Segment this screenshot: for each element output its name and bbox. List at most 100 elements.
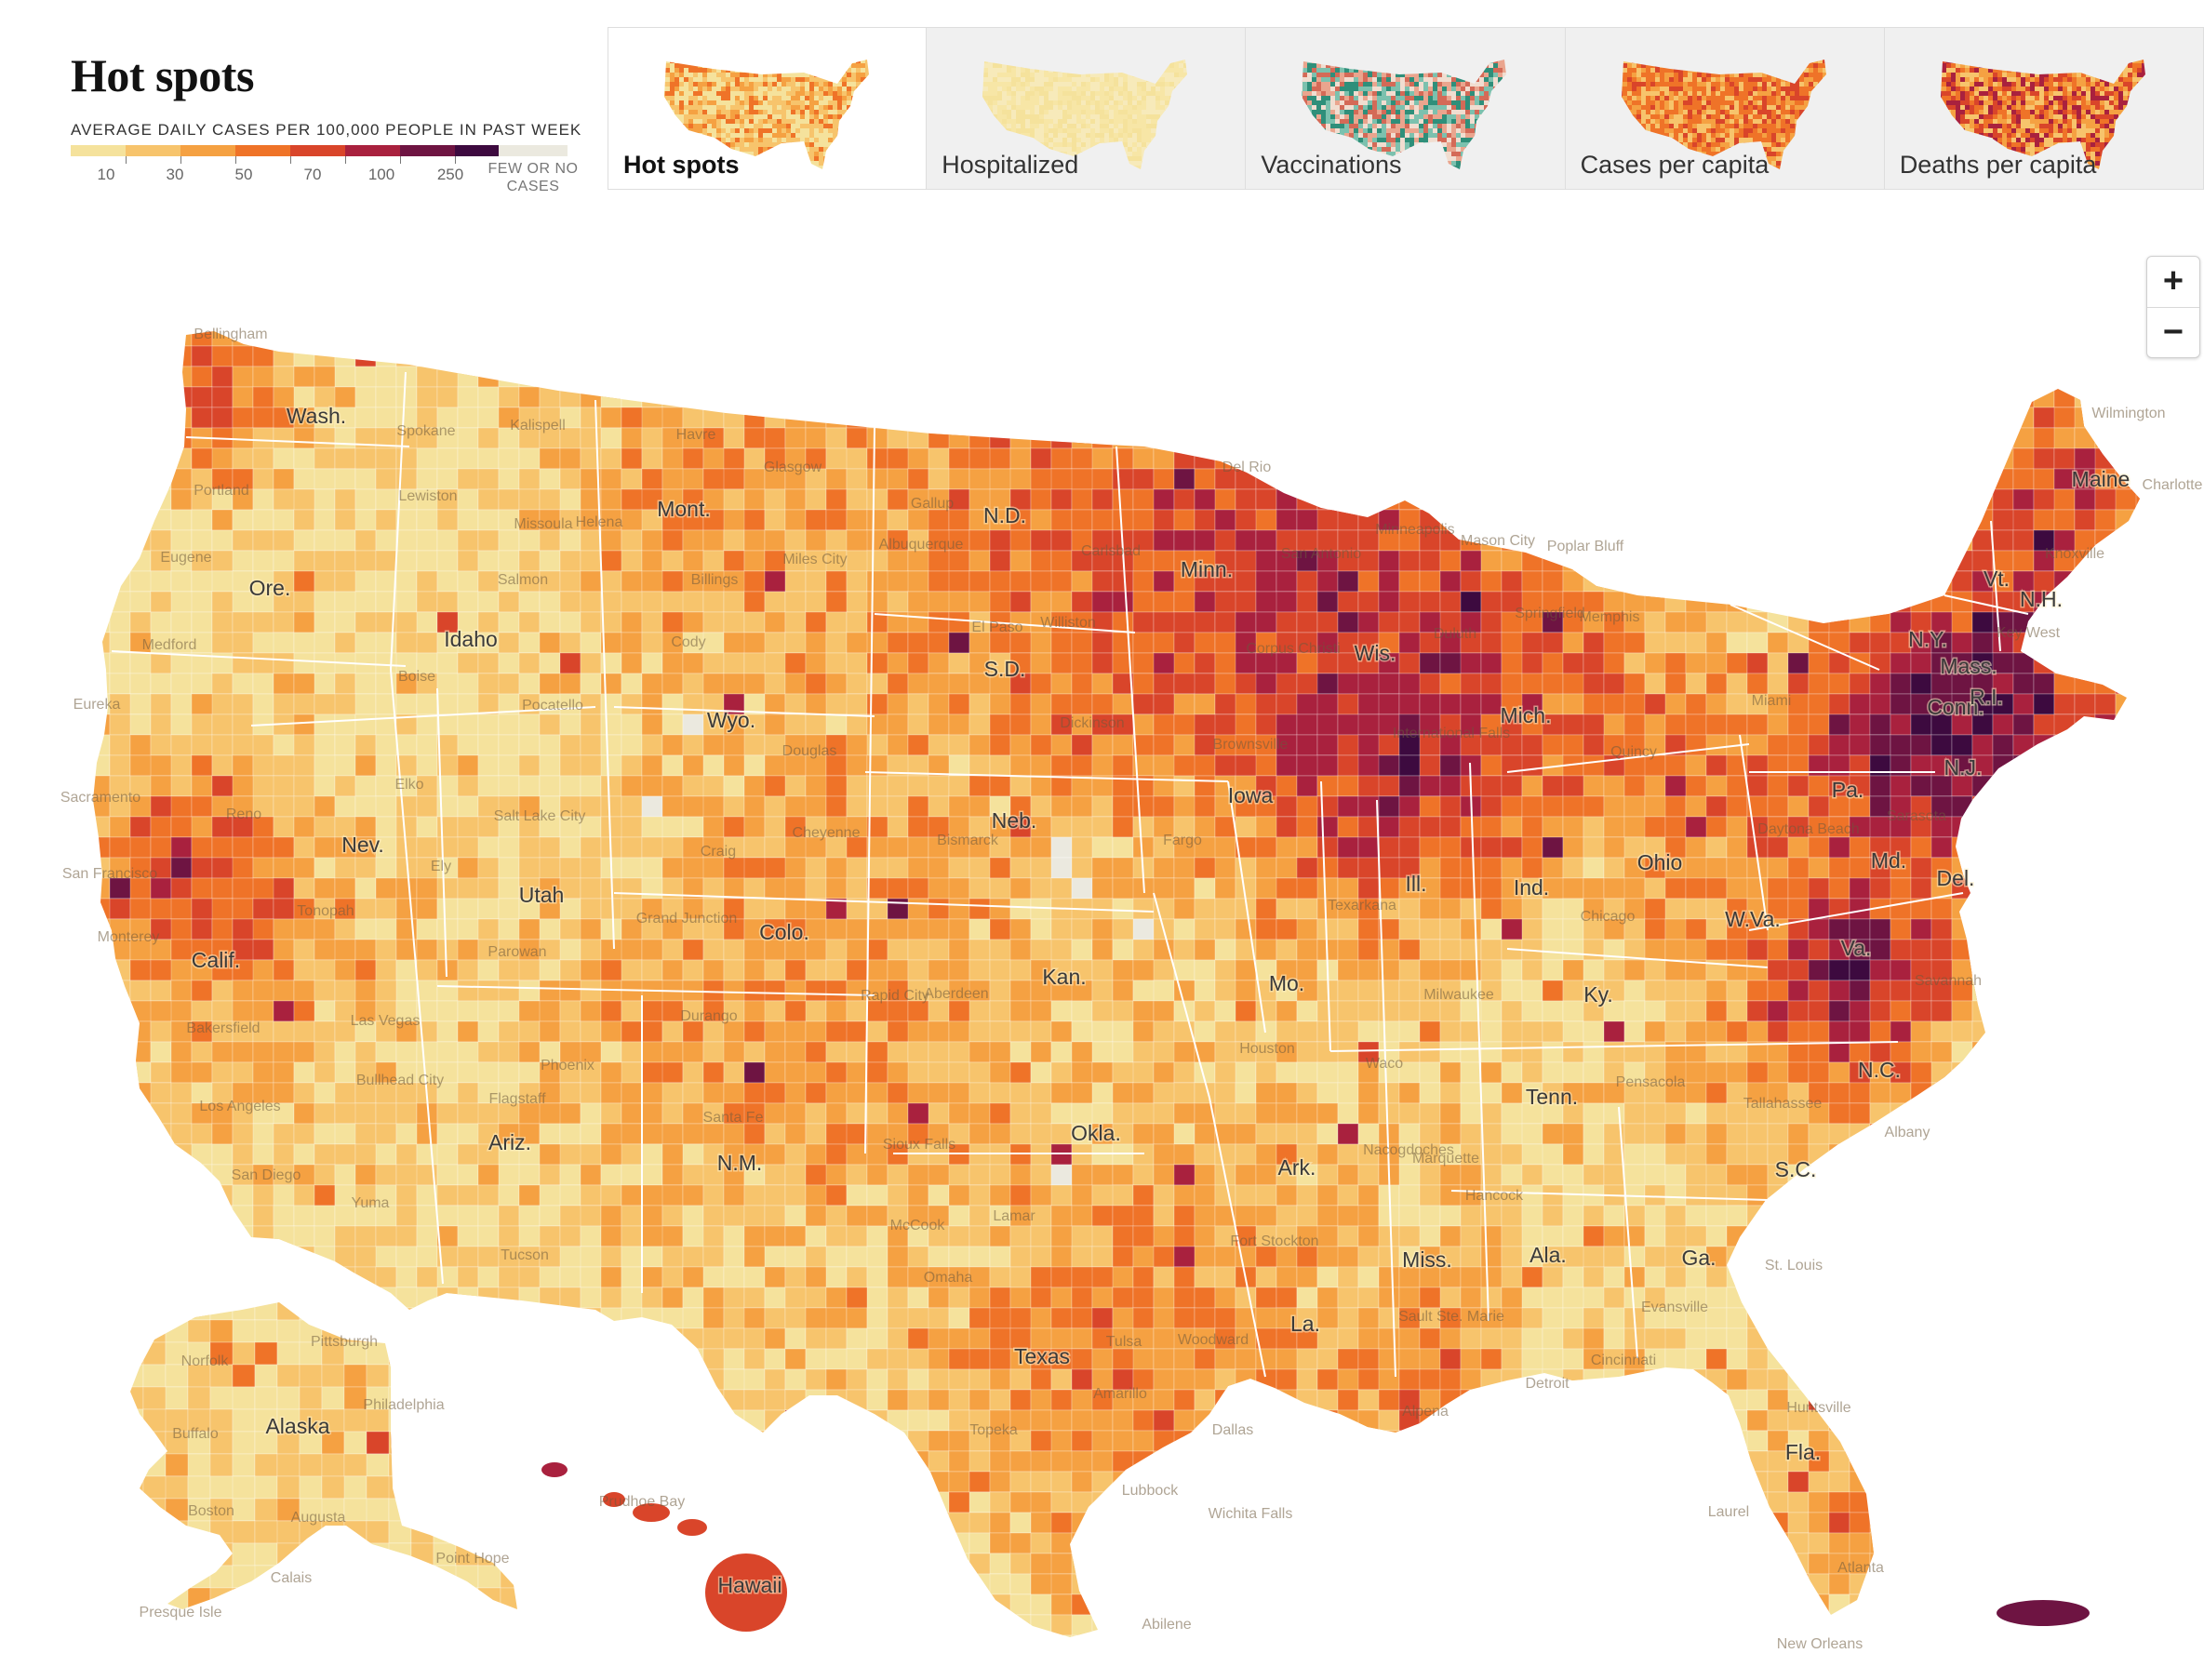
city-label: Springfield	[1515, 606, 1585, 621]
city-label: Billings	[691, 572, 739, 588]
city-label: Parowan	[488, 944, 546, 960]
state-label: Ga.	[1681, 1246, 1716, 1270]
city-label: Marquette	[1412, 1151, 1479, 1167]
city-label: Prudhoe Bay	[599, 1494, 686, 1510]
city-label: Dallas	[1212, 1422, 1253, 1438]
state-boundary	[1618, 1106, 1638, 1359]
island-shape	[677, 1519, 707, 1536]
map-thumb-cases	[1621, 60, 1826, 169]
city-label: Waco	[1366, 1056, 1403, 1072]
city-label: Gallup	[911, 496, 954, 512]
city-label: Spokane	[396, 423, 455, 439]
tab-hospitalized[interactable]: Hospitalized	[927, 27, 1247, 190]
state-label: Fla.	[1785, 1440, 1821, 1464]
city-label: Kalispell	[510, 418, 566, 433]
map-thumb-deaths	[1940, 60, 2145, 169]
state-boundary	[1506, 948, 1769, 968]
city-label: Tulsa	[1106, 1334, 1142, 1350]
tab-cases-per-capita[interactable]: Cases per capita	[1565, 27, 1885, 190]
state-label: Utah	[519, 883, 565, 907]
state-label: Ky.	[1583, 982, 1613, 1007]
city-label: Abilene	[1142, 1617, 1191, 1633]
state-boundary	[1329, 1041, 1899, 1052]
state-label: Ala.	[1529, 1243, 1567, 1267]
state-label: N.Y.	[1908, 627, 1947, 651]
state-boundary	[1506, 743, 1750, 773]
state-label: Ark.	[1278, 1155, 1316, 1180]
city-label: Durango	[680, 1008, 737, 1024]
tab-hot-spots[interactable]: Hot spots	[608, 27, 928, 190]
state-label: N.M.	[717, 1151, 763, 1175]
legend-swatch	[180, 145, 235, 164]
state-label: Pa.	[1832, 778, 1864, 802]
city-label: Elko	[394, 777, 423, 793]
city-label: Philadelphia	[363, 1397, 444, 1413]
city-label: Mason City	[1461, 533, 1535, 549]
state-boundary	[436, 687, 447, 978]
city-label: Helena	[576, 514, 623, 530]
city-label: Los Angeles	[199, 1099, 280, 1114]
city-label: Quincy	[1610, 744, 1657, 760]
legend-tick-labels: 10 30 50 70 100 250	[71, 166, 489, 188]
legend-swatch	[455, 145, 510, 164]
city-label: Huntsville	[1786, 1400, 1850, 1416]
tab-deaths-per-capita[interactable]: Deaths per capita	[1884, 27, 2204, 190]
city-label: Tucson	[501, 1247, 549, 1263]
city-label: Poplar Bluff	[1547, 539, 1624, 554]
state-label: Mo.	[1269, 971, 1304, 995]
tab-vaccinations[interactable]: Vaccinations	[1246, 27, 1566, 190]
city-label: Memphis	[1580, 609, 1640, 625]
state-label: Ohio	[1637, 850, 1683, 874]
city-label: Fargo	[1163, 833, 1202, 848]
city-label: San Diego	[232, 1167, 301, 1183]
state-label: S.C.	[1775, 1157, 1817, 1181]
state-label: Va.	[1841, 936, 1872, 960]
state-boundary	[874, 613, 1136, 633]
city-label: Williston	[1040, 615, 1096, 631]
legend-few-cases-swatch	[499, 145, 568, 156]
city-label: Portland	[194, 483, 249, 499]
city-label: Detroit	[1525, 1376, 1570, 1392]
city-label: Atlanta	[1837, 1560, 1884, 1576]
city-label: Key West	[1997, 625, 2061, 641]
state-boundary	[864, 771, 1229, 782]
state-boundary	[389, 371, 444, 1285]
state-label: Miss.	[1402, 1247, 1452, 1272]
city-label: Lubbock	[1122, 1483, 1179, 1499]
state-boundary	[1450, 1190, 1769, 1201]
state-label: N.D.	[983, 503, 1026, 527]
city-label: Point Hope	[435, 1551, 509, 1567]
city-label: Miami	[1752, 693, 1792, 709]
city-label: Daytona Beach	[1757, 821, 1859, 837]
legend-tick: 250	[436, 166, 464, 183]
city-label: Rapid City	[861, 988, 929, 1004]
city-label: Yuma	[352, 1195, 390, 1211]
legend-swatch	[235, 145, 290, 164]
legend-swatch	[345, 145, 400, 164]
city-label: Charlotte	[2143, 477, 2203, 493]
city-label: Norfolk	[181, 1353, 230, 1369]
city-label: Tallahassee	[1743, 1096, 1823, 1112]
tab-label: Hot spots	[623, 151, 740, 179]
tab-label: Vaccinations	[1261, 151, 1402, 179]
state-label: Ill.	[1406, 872, 1427, 896]
state-boundary	[1748, 892, 1964, 931]
island-shape	[705, 1553, 787, 1632]
city-label: Omaha	[924, 1270, 973, 1286]
us-county-map[interactable]: Wash. Ore. Calif. Idaho Nev. Mont. Wyo. Utah Col…	[0, 214, 2204, 1680]
city-label: Woodward	[1178, 1332, 1249, 1348]
state-label: Colo.	[759, 920, 809, 944]
zoom-in-button[interactable]: +	[2162, 261, 2184, 300]
legend-tick: 100	[367, 166, 395, 183]
city-label: Chicago	[1581, 909, 1636, 925]
city-label: Reno	[226, 807, 261, 822]
state-label: Idaho	[444, 627, 498, 651]
city-label: Medford	[142, 637, 197, 653]
city-label: Dickinson	[1060, 715, 1124, 731]
state-boundary	[1739, 734, 1769, 931]
zoom-out-button[interactable]: −	[2147, 307, 2199, 357]
city-label: Lewiston	[398, 488, 457, 504]
state-label: Ore.	[249, 576, 291, 600]
state-label: Okla.	[1071, 1121, 1121, 1145]
state-label: Tenn.	[1526, 1085, 1578, 1109]
